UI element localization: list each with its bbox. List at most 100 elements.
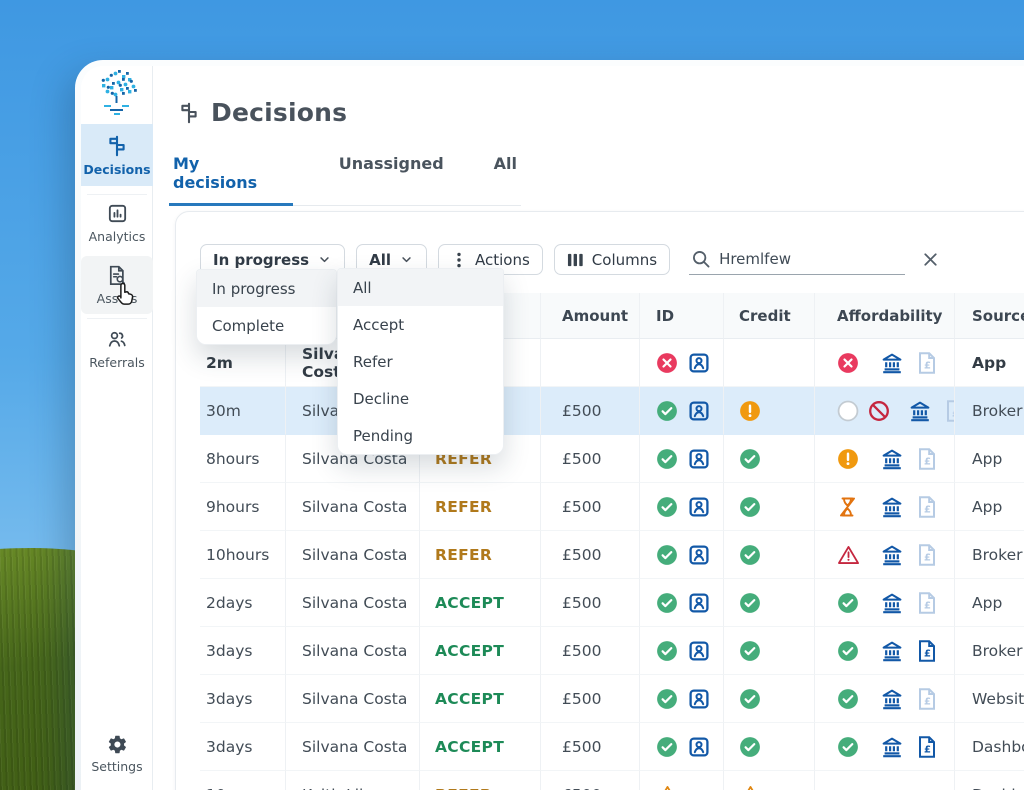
cell-time: 3days — [200, 675, 285, 723]
id-card-icon[interactable] — [687, 399, 711, 423]
doc-faded-pound-icon[interactable]: £ — [916, 447, 938, 471]
table-row[interactable]: 10moKeith LilyREFER£500 Dashboard — [200, 771, 1024, 790]
sidebar-item-decisions[interactable]: Decisions — [81, 124, 153, 186]
sidebar-item-label: Assets — [96, 291, 138, 306]
cell-time: 8hours — [200, 435, 285, 483]
warn-triangle-orange-icon — [656, 784, 679, 790]
sidebar-item-settings[interactable]: Settings — [81, 726, 153, 782]
sidebar-item-referrals[interactable]: Referrals — [81, 320, 153, 378]
id-card-icon[interactable] — [687, 495, 711, 519]
warn-triangle-orange-icon — [739, 784, 762, 790]
doc-solid-pound-icon[interactable]: £ — [916, 735, 938, 759]
bank-icon[interactable] — [880, 735, 904, 759]
bank-icon[interactable] — [880, 687, 904, 711]
app-logo[interactable] — [81, 66, 153, 122]
search-input[interactable] — [719, 250, 914, 268]
menu-item-decline[interactable]: Decline — [338, 380, 503, 417]
bank-icon[interactable] — [880, 591, 904, 615]
doc-faded-pound-icon[interactable]: £ — [916, 591, 938, 615]
signpost-icon — [105, 134, 129, 158]
sidebar-divider — [87, 194, 147, 195]
cell-decision-status: ACCEPT — [419, 723, 540, 771]
id-card-icon[interactable] — [687, 351, 711, 375]
search-field[interactable] — [689, 244, 937, 275]
sidebar-item-assets[interactable]: Assets — [81, 256, 153, 314]
id-card-icon[interactable] — [687, 591, 711, 615]
kebab-menu-icon — [451, 251, 467, 269]
tab-unassigned[interactable]: Unassigned — [338, 154, 444, 173]
decisions-table: AmountIDCreditAffordabilitySource 2m Silv… — [200, 293, 1024, 790]
cell-customer-name: Silvana Costa — [285, 627, 419, 675]
table-row[interactable]: 2m Silvana Costa £ App — [200, 339, 1024, 387]
id-card-icon[interactable] — [687, 735, 711, 759]
table-row[interactable]: 9hours Silvana Costa REFER £500 £ App — [200, 483, 1024, 531]
table-row[interactable]: 3days Silvana Costa ACCEPT £500 £ Broker — [200, 627, 1024, 675]
menu-item-refer[interactable]: Refer — [338, 343, 503, 380]
table-row[interactable]: 2days Silvana Costa ACCEPT £500 £ App — [200, 579, 1024, 627]
bank-icon[interactable] — [880, 639, 904, 663]
bank-icon[interactable] — [880, 447, 904, 471]
id-card-icon[interactable] — [687, 687, 711, 711]
menu-item-pending[interactable]: Pending — [338, 417, 503, 454]
cell-credit-check — [723, 723, 814, 771]
cell-affordability: £ — [814, 579, 954, 627]
id-card-icon[interactable] — [687, 447, 711, 471]
menu-item-in-progress[interactable]: In progress — [197, 270, 336, 307]
bank-icon[interactable] — [908, 399, 932, 423]
menu-item-accept[interactable]: Accept — [338, 306, 503, 343]
cell-customer-name: Silvana Costa — [285, 723, 419, 771]
cell-source: Broker — [954, 627, 1024, 675]
check-circle-icon — [739, 592, 761, 614]
tab-my-decisions[interactable]: My decisions — [169, 148, 293, 206]
cell-amount: £500 — [540, 531, 639, 579]
cell-affordability: £ — [814, 435, 954, 483]
page-title-text: Decisions — [211, 98, 348, 127]
id-card-icon[interactable] — [687, 639, 711, 663]
columns-button[interactable]: Columns — [553, 244, 671, 275]
warn-circle-icon — [837, 448, 859, 470]
status-filter-value: In progress — [213, 250, 310, 269]
cell-decision-status: REFER — [419, 531, 540, 579]
cell-time: 2days — [200, 579, 285, 627]
cell-customer-name: Silvana Costa — [285, 579, 419, 627]
bank-icon[interactable] — [880, 351, 904, 375]
sidebar-item-label: Decisions — [83, 161, 151, 177]
cell-customer-name: Silvana Costa — [285, 675, 419, 723]
clear-search-icon[interactable] — [921, 250, 940, 269]
menu-item-all[interactable]: All — [338, 269, 503, 306]
cell-decision-status: REFER — [419, 771, 540, 790]
cell-affordability: £ — [814, 483, 954, 531]
cell-id-checks — [639, 435, 723, 483]
sidebar-item-label: Analytics — [88, 229, 146, 244]
bank-icon[interactable] — [880, 495, 904, 519]
bank-icon[interactable] — [880, 543, 904, 567]
check-circle-icon — [837, 592, 859, 614]
cell-credit-check — [723, 627, 814, 675]
check-circle-icon — [656, 688, 678, 710]
doc-solid-pound-icon[interactable]: £ — [916, 639, 938, 663]
cell-id-checks — [639, 627, 723, 675]
tab-all[interactable]: All — [493, 154, 517, 173]
column-header-ID: ID — [639, 293, 723, 339]
menu-item-complete[interactable]: Complete — [197, 307, 336, 344]
table-row[interactable]: 8hours Silvana Costa REFER £500 £ App — [200, 435, 1024, 483]
check-circle-icon — [739, 640, 761, 662]
search-icon — [691, 249, 711, 269]
doc-faded-pound-icon[interactable]: £ — [916, 495, 938, 519]
doc-faded-pound-icon[interactable]: £ — [916, 543, 938, 567]
cell-amount: £500 — [540, 627, 639, 675]
sidebar-item-analytics[interactable]: Analytics — [81, 194, 153, 252]
id-card-icon[interactable] — [687, 543, 711, 567]
doc-faded-pound-icon[interactable]: £ — [916, 351, 938, 375]
cell-amount: £500 — [540, 723, 639, 771]
check-circle-icon — [656, 544, 678, 566]
cell-time: 3days — [200, 627, 285, 675]
table-row[interactable]: 10hours Silvana Costa REFER £500 £ Broker — [200, 531, 1024, 579]
cell-credit-check — [723, 531, 814, 579]
doc-faded-pound-icon[interactable]: £ — [916, 687, 938, 711]
circle-empty-icon — [837, 400, 859, 422]
check-circle-icon — [656, 736, 678, 758]
